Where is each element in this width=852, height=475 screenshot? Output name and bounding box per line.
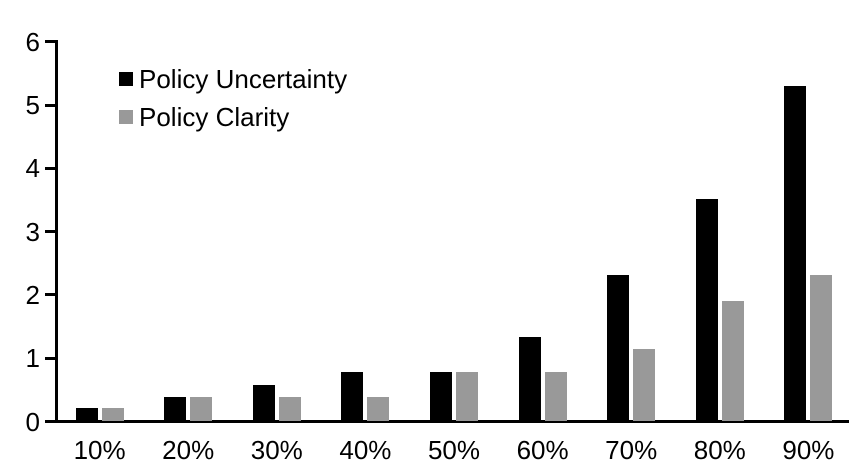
- y-tick-label: 3: [25, 216, 40, 247]
- bar-policy-clarity-70%: [633, 349, 656, 421]
- y-tick-label: 0: [25, 406, 40, 437]
- bar-policy-uncertainty-20%: [164, 397, 187, 421]
- y-tick-mark: [44, 40, 55, 44]
- y-tick-mark: [44, 420, 55, 423]
- y-tick-label: 5: [25, 90, 40, 120]
- legend: Policy Uncertainty Policy Clarity: [119, 66, 347, 130]
- y-tick-label: 6: [25, 26, 40, 57]
- x-tick-label-20%: 20%: [162, 435, 215, 465]
- bar-policy-uncertainty-70%: [607, 275, 630, 421]
- x-tick-label-40%: 40%: [339, 435, 392, 465]
- legend-label-policy-uncertainty: Policy Uncertainty: [139, 64, 348, 94]
- legend-item-policy-uncertainty: Policy Uncertainty: [119, 66, 347, 92]
- bar-policy-uncertainty-40%: [341, 372, 364, 421]
- x-tick-label-50%: 50%: [427, 435, 481, 465]
- bar-policy-clarity-60%: [544, 372, 567, 421]
- bar-policy-clarity-80%: [721, 301, 744, 421]
- legend-item-policy-clarity: Policy Clarity: [119, 104, 347, 130]
- x-tick-label-10%: 10%: [73, 435, 126, 465]
- bar-policy-uncertainty-50%: [430, 372, 452, 421]
- x-tick-label-80%: 80%: [693, 435, 746, 465]
- x-tick-label-90%: 90%: [782, 435, 835, 465]
- y-tick-mark: [44, 103, 55, 107]
- y-tick-mark: [44, 356, 55, 360]
- x-axis-line: [54, 420, 849, 423]
- bar-policy-clarity-40%: [367, 397, 390, 421]
- y-tick-mark: [44, 230, 55, 234]
- bar-policy-uncertainty-90%: [784, 86, 807, 421]
- bar-policy-uncertainty-10%: [75, 408, 98, 421]
- legend-swatch-black-icon: [119, 72, 133, 86]
- bar-policy-clarity-90%: [810, 275, 833, 421]
- y-tick-label: 1: [25, 343, 40, 374]
- y-tick-label: 4: [25, 153, 40, 184]
- legend-swatch-gray-icon: [119, 110, 133, 124]
- bar-policy-clarity-10%: [101, 408, 124, 421]
- x-tick-label-70%: 70%: [605, 435, 658, 465]
- bar-policy-clarity-50%: [456, 372, 478, 421]
- bar-policy-clarity-20%: [190, 397, 213, 421]
- bar-policy-uncertainty-30%: [252, 385, 275, 421]
- bar-policy-clarity-30%: [278, 397, 301, 421]
- bar-policy-uncertainty-80%: [695, 199, 718, 421]
- y-tick-mark: [44, 166, 55, 170]
- y-tick-label: 2: [25, 279, 40, 310]
- legend-label-policy-clarity: Policy Clarity: [139, 102, 290, 132]
- x-tick-label-60%: 60%: [516, 435, 569, 465]
- y-tick-mark: [44, 293, 55, 297]
- bar-policy-uncertainty-60%: [518, 337, 541, 421]
- x-tick-label-30%: 30%: [250, 435, 303, 465]
- y-axis-line: [54, 40, 58, 423]
